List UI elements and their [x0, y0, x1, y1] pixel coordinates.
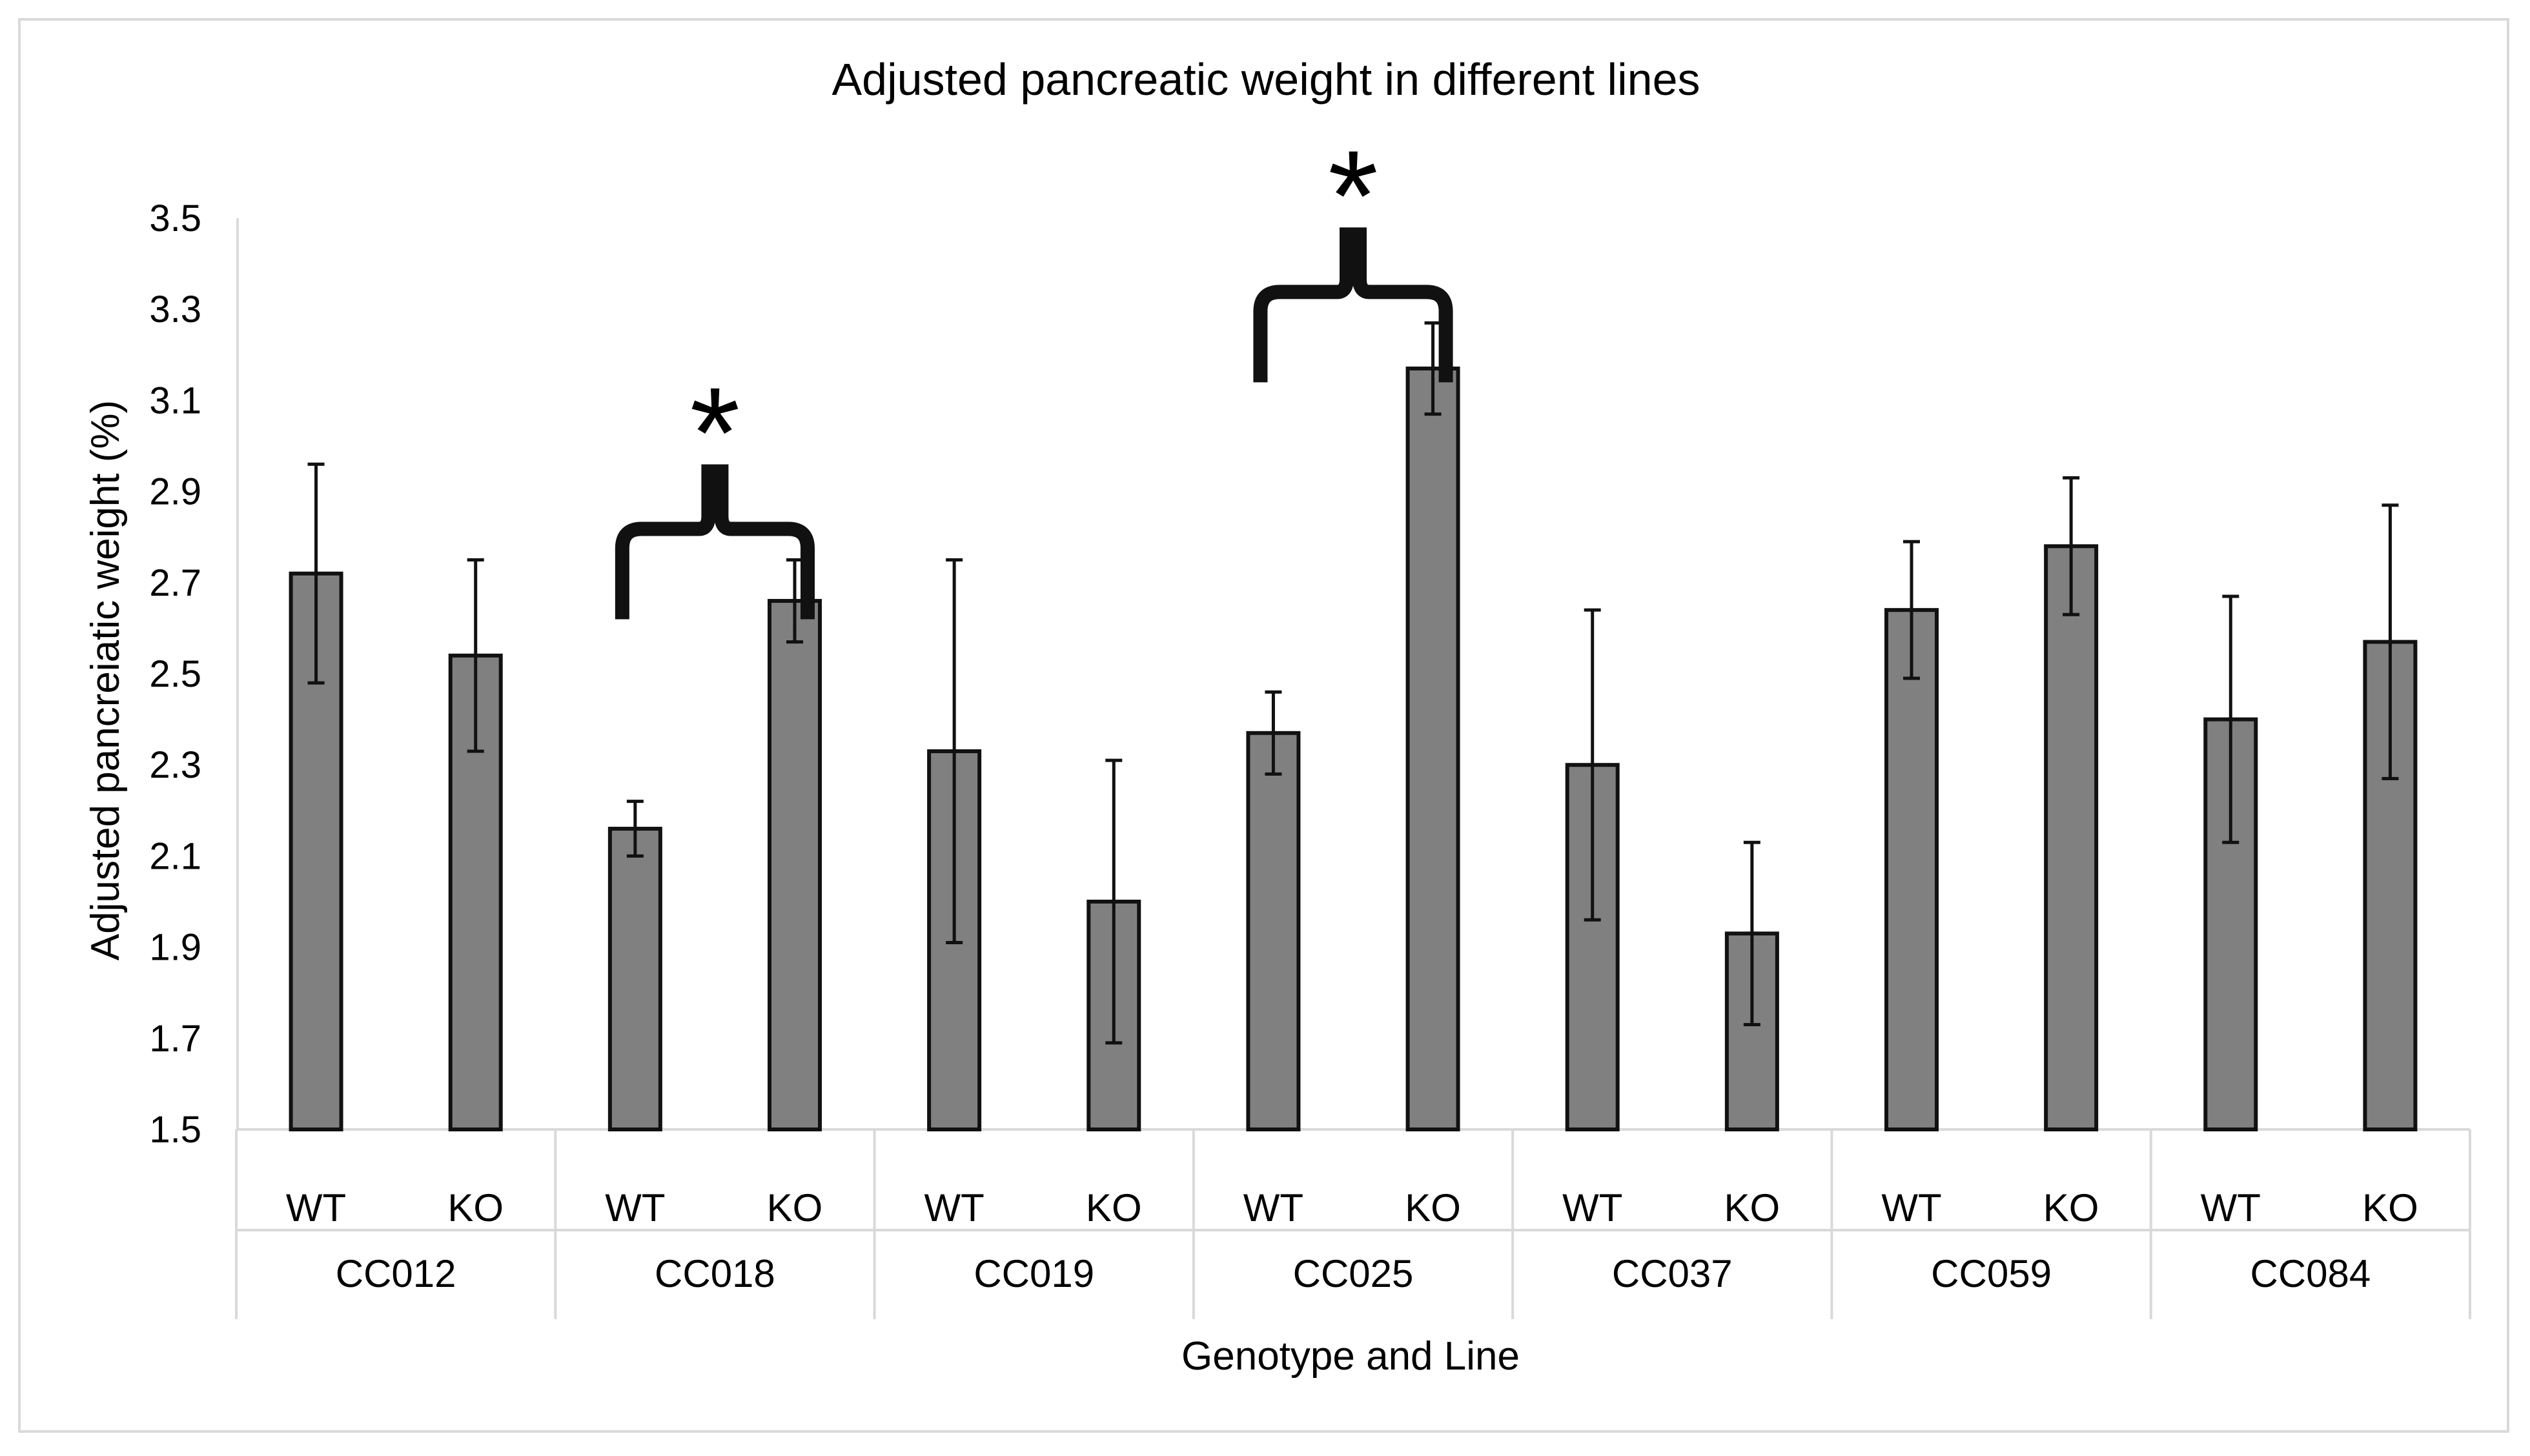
group-label: CC059	[1931, 1252, 2052, 1295]
bar-chart: Adjusted pancreatic weight in different …	[83, 54, 2471, 1379]
bar	[2044, 544, 2099, 1131]
bar	[1884, 608, 1939, 1131]
group-label: CC019	[974, 1252, 1094, 1295]
genotype-label: WT	[1243, 1186, 1303, 1229]
bar	[768, 599, 822, 1131]
genotype-label: KO	[2362, 1186, 2418, 1229]
genotype-label: WT	[2201, 1186, 2261, 1229]
y-tick-label: 1.9	[149, 927, 201, 969]
y-tick-label: 2.1	[149, 835, 201, 877]
genotype-label: WT	[605, 1186, 665, 1229]
bar	[1405, 366, 1460, 1131]
genotype-label: KO	[2043, 1186, 2099, 1229]
genotype-label: WT	[924, 1186, 984, 1229]
genotype-label: KO	[767, 1186, 823, 1229]
genotype-label: KO	[1405, 1186, 1461, 1229]
genotype-label: WT	[1881, 1186, 1941, 1229]
significance-star: *	[690, 361, 740, 505]
plot-area: 1.5 1.7 1.9 2.1 2.3 2.5 2.7 2.9 3.1 3.3 3.5 CC012 CC…	[149, 124, 2471, 1319]
y-tick-label: 1.7	[149, 1018, 201, 1060]
y-tick-label: 2.7	[149, 562, 201, 604]
group-label: CC084	[2250, 1252, 2371, 1295]
x-axis-title: Genotype and Line	[1181, 1334, 1520, 1379]
group-label: CC037	[1612, 1252, 1733, 1295]
y-tick-label: 1.5	[149, 1109, 201, 1151]
genotype-label: WT	[1562, 1186, 1622, 1229]
group-label: CC012	[336, 1252, 456, 1295]
y-tick-label: 2.3	[149, 744, 201, 786]
chart-title: Adjusted pancreatic weight in different …	[831, 54, 1700, 105]
y-tick-label: 3.1	[149, 379, 201, 421]
significance-star: *	[1328, 124, 1378, 268]
y-tick-label: 3.5	[149, 197, 201, 239]
genotype-label: KO	[447, 1186, 504, 1229]
genotype-label: KO	[1724, 1186, 1780, 1229]
group-label: CC025	[1293, 1252, 1414, 1295]
y-tick-label: 3.3	[149, 288, 201, 330]
genotype-label: WT	[286, 1186, 346, 1229]
bar	[607, 827, 662, 1132]
group-label: CC018	[655, 1252, 775, 1295]
y-tick-label: 2.9	[149, 471, 201, 513]
genotype-label: KO	[1086, 1186, 1142, 1229]
y-axis-title: Adjusted pancreiatic weight (%)	[83, 400, 128, 960]
significance-bracket	[615, 464, 815, 620]
chart-frame: Adjusted pancreatic weight in different …	[18, 18, 2509, 1433]
significance-bracket	[1253, 227, 1453, 383]
bar	[1246, 731, 1301, 1131]
y-tick-label: 2.5	[149, 653, 201, 695]
